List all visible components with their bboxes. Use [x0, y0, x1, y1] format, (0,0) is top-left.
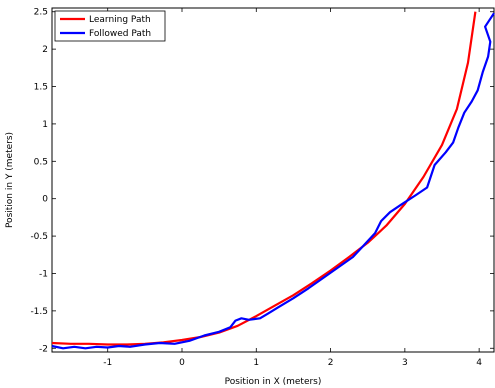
x-tick-label: 4 [476, 358, 482, 368]
y-axis-label: Position in Y (meters) [5, 132, 15, 228]
y-tick-label: -1.5 [30, 307, 48, 317]
y-tick-label: -0.5 [30, 232, 48, 242]
y-tick-label: 0.5 [34, 157, 48, 167]
legend-label-followed-path: Followed Path [89, 29, 151, 39]
followed-path-line [51, 12, 495, 350]
legend-box [54, 10, 166, 42]
x-tick-label: 1 [253, 358, 259, 368]
axis-ticks: -1 0 1 2 3 4 -2 -1.5 -1 -0.5 0 0.5 1 1.5 2 2.5 [30, 8, 494, 368]
plot-area [51, 7, 495, 353]
y-tick-label: -2 [39, 344, 48, 354]
y-tick-label: 1 [42, 120, 48, 130]
learning-path-line [51, 11, 477, 346]
series-lines [51, 11, 495, 350]
y-tick-label: 2.5 [34, 8, 48, 18]
x-tick-label: -1 [103, 358, 112, 368]
x-tick-label: 2 [328, 358, 334, 368]
legend-label-learning-path: Learning Path [89, 15, 151, 25]
x-tick-label: 0 [179, 358, 185, 368]
y-tick-label: 0 [42, 195, 48, 205]
y-tick-label: 1.5 [34, 83, 48, 93]
y-tick-label: 2 [42, 45, 48, 55]
x-tick-label: 3 [402, 358, 408, 368]
legend: Learning Path Followed Path [54, 10, 166, 42]
y-tick-label: -1 [39, 269, 48, 279]
x-axis-label: Position in X (meters) [225, 377, 322, 387]
